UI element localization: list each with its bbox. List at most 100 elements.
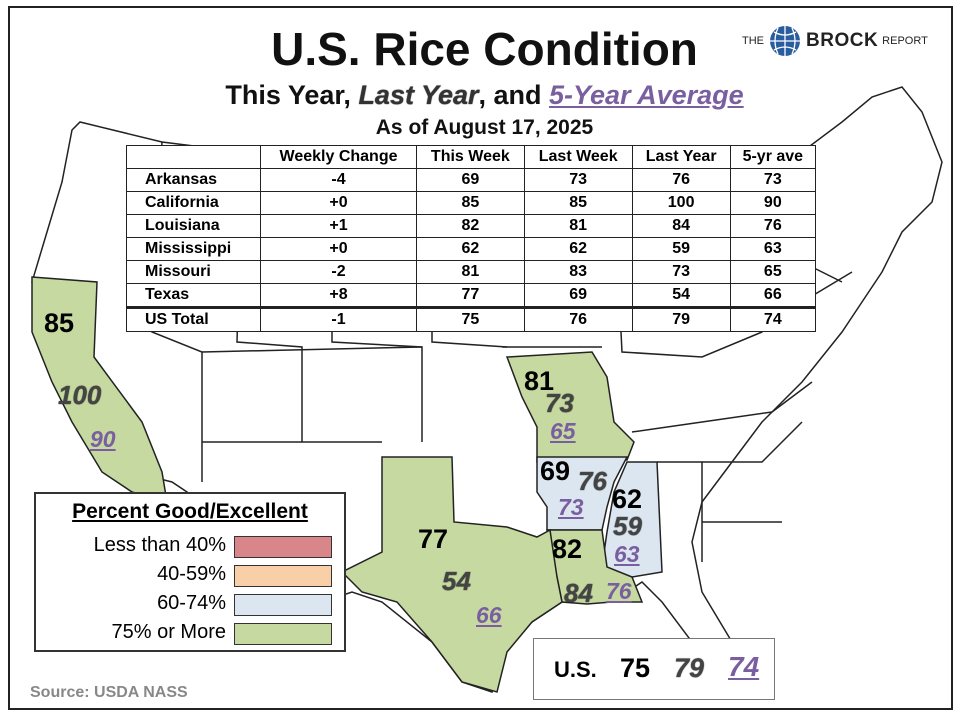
subtitle-last-year: Last Year	[358, 80, 479, 110]
legend: Percent Good/Excellent Less than 40% 40-…	[34, 492, 346, 652]
cell-last-week: 62	[523, 237, 633, 261]
us-this-week: 75	[620, 653, 651, 683]
ms-avg: 63	[614, 541, 640, 567]
legend-item: 75% or More	[36, 621, 344, 647]
cell-this-week: 85	[415, 191, 525, 215]
cell-change: +8	[260, 283, 417, 308]
cell-last-week: 85	[523, 191, 633, 215]
tx-last-year: 54	[442, 566, 471, 596]
cell-state: Louisiana	[125, 214, 262, 238]
globe-icon	[770, 26, 800, 56]
cell-this-week: 69	[415, 168, 525, 192]
cell-change: -2	[260, 260, 417, 284]
subtitle-and: , and	[478, 80, 550, 110]
table-total-row: US Total -1 75 76 79 74	[125, 306, 817, 332]
legend-swatch	[234, 623, 332, 645]
la-avg: 76	[606, 578, 632, 604]
cell-last-week: 81	[523, 214, 633, 238]
legend-title: Percent Good/Excellent	[72, 500, 308, 523]
legend-item: Less than 40%	[36, 534, 344, 560]
cell-this-week: 82	[415, 214, 525, 238]
state-texas	[340, 456, 563, 693]
source-note: Source: USDA NASS	[30, 684, 188, 701]
ms-last-year: 59	[613, 511, 642, 541]
legend-swatch	[234, 565, 332, 587]
cell-this-week: 75	[415, 306, 525, 332]
table-header: This Week	[415, 145, 525, 169]
subtitle-this-year: This Year,	[225, 80, 359, 110]
cell-last-week: 83	[523, 260, 633, 284]
tx-avg: 66	[476, 602, 502, 628]
legend-label: 40-59%	[157, 563, 226, 585]
cell-avg: 90	[729, 191, 817, 215]
ar-last-year: 76	[578, 466, 607, 496]
tx-this-week: 77	[418, 524, 449, 554]
cell-last-year: 76	[631, 168, 731, 192]
us-label: U.S.	[554, 657, 597, 682]
cell-change: +0	[260, 191, 417, 215]
cell-change: -4	[260, 168, 417, 192]
us-summary-box: U.S. 75 79 74	[533, 638, 775, 700]
ar-avg: 73	[558, 494, 584, 520]
cell-last-week: 76	[523, 306, 633, 332]
mo-avg: 65	[550, 418, 576, 444]
cell-state: Missouri	[125, 260, 262, 284]
cell-state: Mississippi	[125, 237, 262, 261]
cell-this-week: 77	[415, 283, 525, 308]
legend-label: Less than 40%	[93, 534, 226, 556]
mo-this-week: 81	[524, 366, 555, 396]
cell-change: +0	[260, 237, 417, 261]
cell-last-year: 54	[631, 283, 731, 308]
legend-swatch	[234, 536, 332, 558]
map-frame: U.S. Rice Condition This Year, Last Year…	[8, 6, 953, 710]
us-last-year: 79	[674, 653, 705, 683]
cell-avg: 74	[729, 306, 817, 332]
cell-this-week: 81	[415, 260, 525, 284]
cell-state: Arkansas	[125, 168, 262, 192]
ms-this-week: 62	[612, 484, 643, 514]
table-row: California +0 85 85 100 90	[125, 191, 817, 215]
us-avg: 74	[728, 651, 760, 682]
table-header: Last Week	[523, 145, 633, 169]
cell-state: US Total	[125, 306, 262, 332]
table-header-row: Weekly Change This Week Last Week Last Y…	[125, 145, 817, 169]
legend-item: 60-74%	[36, 592, 344, 618]
cell-last-week: 69	[523, 283, 633, 308]
table-header	[125, 145, 262, 169]
ca-last-year: 100	[58, 380, 102, 410]
condition-table: Weekly Change This Week Last Week Last Y…	[125, 145, 817, 332]
table-row: Missouri -2 81 83 73 65	[125, 260, 817, 284]
cell-last-year: 79	[631, 306, 731, 332]
la-last-year: 84	[564, 578, 593, 608]
table-row: Arkansas -4 69 73 76 73	[125, 168, 817, 192]
cell-change: +1	[260, 214, 417, 238]
table-row: Mississippi +0 62 62 59 63	[125, 237, 817, 261]
as-of-date: As of August 17, 2025	[375, 116, 594, 139]
legend-label: 75% or More	[111, 621, 227, 643]
ca-this-week: 85	[44, 308, 75, 338]
subtitle-avg: 5-Year Average	[549, 80, 744, 110]
cell-state: California	[125, 191, 262, 215]
state-missouri	[505, 351, 635, 463]
table-header: 5-yr ave	[729, 145, 817, 169]
cell-state: Texas	[125, 283, 262, 308]
la-this-week: 82	[552, 534, 583, 564]
cell-avg: 63	[729, 237, 817, 261]
ca-avg: 90	[90, 426, 116, 452]
table-header: Last Year	[631, 145, 731, 169]
legend-swatch	[234, 594, 332, 616]
cell-last-week: 73	[523, 168, 633, 192]
table-header: Weekly Change	[260, 145, 417, 169]
cell-change: -1	[260, 306, 417, 332]
cell-avg: 73	[729, 168, 817, 192]
cell-last-year: 73	[631, 260, 731, 284]
cell-avg: 76	[729, 214, 817, 238]
page-title: U.S. Rice Condition	[271, 23, 698, 75]
table-row: Louisiana +1 82 81 84 76	[125, 214, 817, 238]
brand-report: REPORT	[882, 35, 928, 47]
brand-name: BROCK	[806, 30, 879, 51]
ar-this-week: 69	[540, 456, 571, 486]
cell-last-year: 59	[631, 237, 731, 261]
page-subtitle: This Year, Last Year, and 5-Year Average	[10, 80, 951, 111]
table-row: Texas +8 77 69 54 66	[125, 283, 817, 308]
